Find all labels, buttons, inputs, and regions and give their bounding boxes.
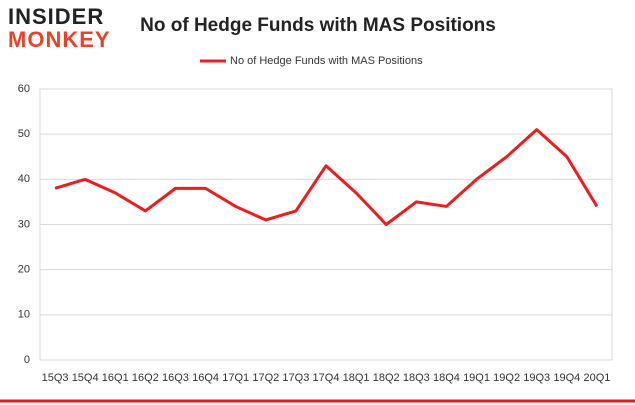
logo-top: INSIDER	[8, 4, 104, 29]
x-tick-label: 19Q3	[523, 372, 550, 384]
x-tick-label: 17Q3	[282, 372, 309, 384]
y-tick-label: 20	[18, 264, 30, 276]
x-tick-label: 17Q2	[252, 372, 279, 384]
x-tick-label: 16Q1	[102, 372, 129, 384]
x-tick-label: 20Q1	[583, 372, 610, 384]
x-tick-label: 18Q3	[403, 372, 430, 384]
y-tick-label: 40	[18, 173, 30, 185]
y-tick-label: 50	[18, 128, 30, 140]
x-tick-label: 18Q1	[343, 372, 370, 384]
x-tick-label: 15Q4	[72, 372, 99, 384]
y-tick-label: 60	[18, 83, 30, 95]
y-tick-label: 10	[18, 309, 30, 321]
x-tick-label: 16Q3	[162, 372, 189, 384]
x-tick-label: 17Q4	[313, 372, 340, 384]
x-tick-label: 19Q4	[553, 372, 580, 384]
x-tick-label: 18Q4	[433, 372, 460, 384]
x-tick-label: 18Q2	[373, 372, 400, 384]
logo-bottom: MONKEY	[8, 27, 111, 52]
x-tick-label: 19Q1	[463, 372, 490, 384]
x-tick-label: 16Q4	[192, 372, 219, 384]
series-line	[54, 128, 599, 226]
x-tick-label: 15Q3	[42, 372, 69, 384]
x-tick-label: 19Q2	[493, 372, 520, 384]
legend-label: No of Hedge Funds with MAS Positions	[230, 55, 423, 67]
x-tick-label: 17Q1	[222, 372, 249, 384]
y-tick-label: 30	[18, 218, 30, 230]
x-tick-label: 16Q2	[132, 372, 159, 384]
y-tick-label: 0	[24, 354, 30, 366]
chart-title: No of Hedge Funds with MAS Positions	[140, 15, 496, 36]
